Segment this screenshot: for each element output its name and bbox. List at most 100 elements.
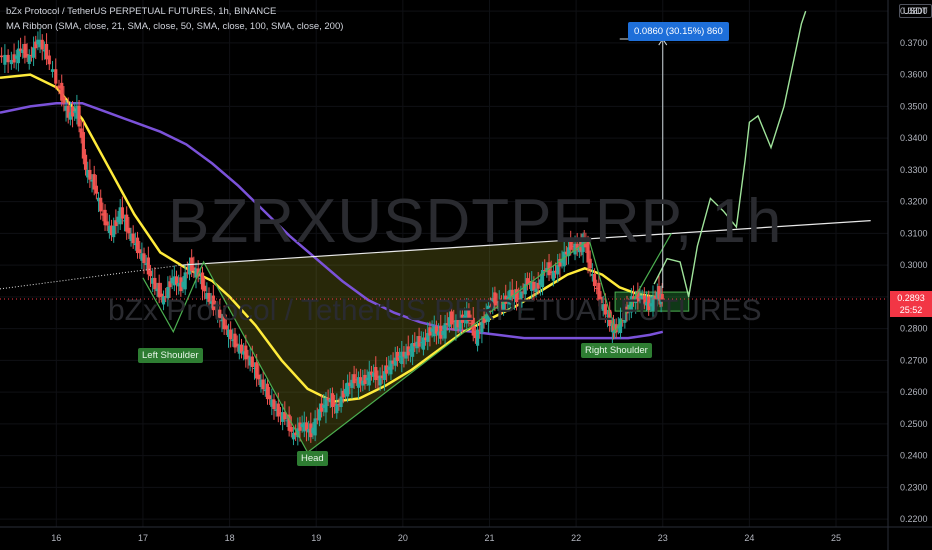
candle-body <box>317 409 322 421</box>
candle-body <box>183 272 187 290</box>
candle-body <box>259 379 263 387</box>
time-tick-label: 16 <box>51 533 61 543</box>
candle-body <box>320 403 324 412</box>
candle-body <box>122 220 127 222</box>
candle-body <box>575 243 579 251</box>
candle-body <box>402 351 406 357</box>
candle-body <box>50 69 55 72</box>
candle-body <box>657 286 661 299</box>
candle-body <box>590 273 594 276</box>
candle-body <box>220 319 224 322</box>
candle-body <box>276 403 280 417</box>
candle-body <box>510 289 514 298</box>
candle-body <box>142 253 146 264</box>
candle-body <box>23 43 27 58</box>
candle-body <box>445 323 449 325</box>
time-axis[interactable]: 16 17 18 19 20 21 22 23 24 25 <box>0 526 932 543</box>
candle-body <box>623 312 627 323</box>
candle-body <box>302 422 306 432</box>
candle-body <box>638 296 642 298</box>
candle-body <box>482 316 486 323</box>
candle-body <box>151 277 155 284</box>
candle-body <box>281 412 285 422</box>
candle-body <box>647 296 651 311</box>
candle-body <box>430 328 434 332</box>
candle-body <box>246 355 250 358</box>
head-label[interactable]: Head <box>297 451 328 466</box>
time-tick-label: 25 <box>831 533 841 543</box>
candle-body <box>595 287 599 289</box>
candle-body <box>79 128 83 138</box>
candle-body <box>213 306 218 310</box>
candle-body <box>75 105 79 119</box>
candle-body <box>398 356 402 358</box>
pattern-outline <box>142 233 672 454</box>
candle-body <box>216 309 220 318</box>
candle-body <box>161 296 166 305</box>
candle-body <box>553 270 558 273</box>
price-tick-label: 0.3800 <box>900 6 928 16</box>
candle-body <box>521 291 525 293</box>
candle-body <box>571 246 575 248</box>
candle-body <box>298 422 302 431</box>
candle-body <box>597 282 601 301</box>
candle-body <box>421 337 426 350</box>
candle-body <box>395 351 400 361</box>
candle-body <box>155 288 159 292</box>
candle-body <box>226 329 231 337</box>
candle-body <box>92 174 96 190</box>
candle-body <box>428 327 432 336</box>
price-tick-label: 0.2600 <box>900 387 928 397</box>
candle-body <box>9 60 13 65</box>
candle-body <box>70 106 75 117</box>
candle-body <box>285 420 289 422</box>
candle-body <box>174 276 179 285</box>
candle-body <box>170 277 174 284</box>
indicator-legend[interactable]: MA Ribbon (SMA, close, 21, SMA, close, 5… <box>6 21 344 32</box>
candle-body <box>101 213 105 216</box>
candle-body <box>354 379 358 381</box>
candle-body <box>361 380 365 386</box>
candle-body <box>343 388 348 394</box>
candle-body <box>112 225 116 238</box>
candle-body <box>94 185 98 194</box>
currency-button[interactable]: USDT <box>899 4 932 18</box>
candle-body <box>42 49 46 52</box>
candle-body <box>475 329 480 346</box>
ma-slow-line <box>0 101 664 340</box>
symbol-title[interactable]: bZx Protocol / TetherUS PERPETUAL FUTURE… <box>6 6 277 17</box>
candle-body <box>506 296 510 301</box>
candle-body <box>177 283 181 287</box>
price-tick-label: 0.3500 <box>900 101 928 111</box>
candle-body <box>86 170 90 178</box>
candle-body <box>205 293 209 299</box>
candle-body <box>566 247 571 257</box>
time-tick-label: 23 <box>658 533 668 543</box>
current-price-value: 0.2893 <box>897 293 925 303</box>
candle-body <box>296 428 300 438</box>
candle-body <box>400 351 404 364</box>
candle-body <box>592 273 597 287</box>
candle-body <box>168 281 172 288</box>
candle-body <box>333 403 337 406</box>
candle-body <box>21 49 25 54</box>
candle-body <box>432 326 436 337</box>
candle-body <box>532 281 536 291</box>
candle-body <box>478 329 482 331</box>
candle-body <box>501 301 506 311</box>
measure-label[interactable]: 0.0860 (30.15%) 860 <box>628 22 729 41</box>
candle-body <box>38 39 42 48</box>
candle-body <box>369 371 374 375</box>
candle-body <box>140 253 144 261</box>
candle-body <box>77 105 81 127</box>
right-shoulder-label[interactable]: Right Shoulder <box>581 343 652 358</box>
candle-body <box>187 263 192 275</box>
candle-body <box>582 238 586 242</box>
left-shoulder-label[interactable]: Left Shoulder <box>138 348 203 363</box>
candle-body <box>493 292 497 306</box>
price-axis[interactable]: 0.3800 0.3700 0.3600 0.3500 0.3400 0.3300 0.32… <box>887 0 928 550</box>
candle-body <box>47 55 51 65</box>
drawing-lines-layer <box>0 10 871 454</box>
candle-body <box>614 324 618 333</box>
